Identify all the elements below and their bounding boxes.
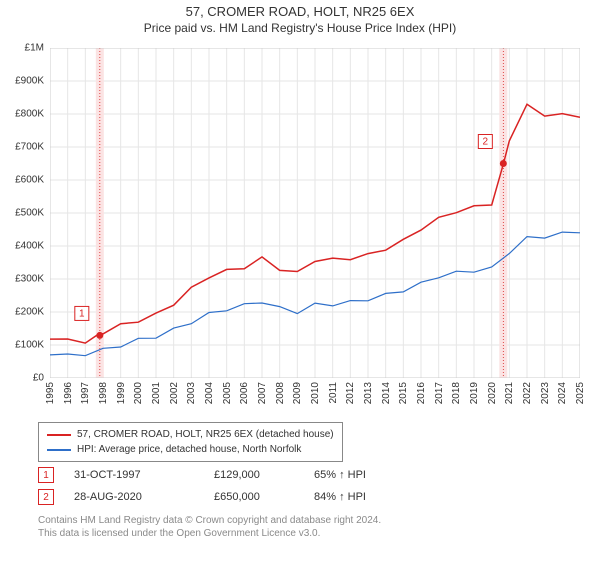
sale-date: 31-OCT-1997 [74,469,194,481]
x-tick-label: 2012 [345,382,356,404]
x-tick-label: 2000 [133,382,144,404]
legend-swatch-2 [47,449,71,451]
footer-line-1: Contains HM Land Registry data © Crown c… [38,514,381,527]
chart-title: 57, CROMER ROAD, HOLT, NR25 6EX [0,4,600,19]
x-tick-label: 2022 [522,382,533,404]
legend-label-1: 57, CROMER ROAD, HOLT, NR25 6EX (detache… [77,427,334,442]
x-tick-label: 2003 [186,382,197,404]
sale-pct: 84% ↑ HPI [314,491,404,503]
y-tick-label: £600K [15,175,44,186]
x-tick-label: 1998 [98,382,109,404]
x-tick-label: 2021 [504,382,515,404]
sale-marker-box: 1 [38,467,54,483]
svg-text:1: 1 [79,308,85,319]
y-tick-label: £100K [15,340,44,351]
sale-marker-box: 2 [38,489,54,505]
legend-label-2: HPI: Average price, detached house, Nort… [77,442,301,457]
x-tick-label: 2020 [487,382,498,404]
y-tick-label: £500K [15,208,44,219]
y-tick-label: £1M [25,43,44,54]
y-tick-label: £400K [15,241,44,252]
sale-row: 2 28-AUG-2020 £650,000 84% ↑ HPI [38,486,404,508]
chart-svg: 12 [50,48,580,378]
y-tick-label: £700K [15,142,44,153]
chart-subtitle: Price paid vs. HM Land Registry's House … [0,21,600,35]
legend: 57, CROMER ROAD, HOLT, NR25 6EX (detache… [38,422,343,462]
x-axis-labels: 1995199619971998199920002001200220032004… [50,382,580,418]
sale-row: 1 31-OCT-1997 £129,000 65% ↑ HPI [38,464,404,486]
x-tick-label: 1999 [116,382,127,404]
y-axis-labels: £0£100K£200K£300K£400K£500K£600K£700K£80… [0,48,48,378]
x-tick-label: 2011 [328,382,339,404]
sale-price: £129,000 [214,469,294,481]
footer-line-2: This data is licensed under the Open Gov… [38,527,381,540]
x-tick-label: 1996 [63,382,74,404]
sale-price: £650,000 [214,491,294,503]
y-tick-label: £800K [15,109,44,120]
sales-table: 1 31-OCT-1997 £129,000 65% ↑ HPI 2 28-AUG-202… [38,464,404,508]
x-tick-label: 2016 [416,382,427,404]
x-tick-label: 2024 [557,382,568,404]
y-tick-label: £200K [15,307,44,318]
x-tick-label: 2001 [151,382,162,404]
legend-swatch-1 [47,434,71,436]
x-tick-label: 2019 [469,382,480,404]
x-tick-label: 2006 [239,382,250,404]
x-tick-label: 2005 [222,382,233,404]
y-tick-label: £0 [33,373,44,384]
svg-text:2: 2 [483,137,489,148]
y-tick-label: £900K [15,76,44,87]
x-tick-label: 2004 [204,382,215,404]
y-tick-label: £300K [15,274,44,285]
x-tick-label: 2025 [575,382,586,404]
x-tick-label: 1995 [45,382,56,404]
x-tick-label: 2007 [257,382,268,404]
footer: Contains HM Land Registry data © Crown c… [38,514,381,540]
sale-date: 28-AUG-2020 [74,491,194,503]
x-tick-label: 2008 [275,382,286,404]
x-tick-label: 2013 [363,382,374,404]
x-tick-label: 2014 [381,382,392,404]
x-tick-label: 2023 [540,382,551,404]
x-tick-label: 2017 [434,382,445,404]
x-tick-label: 2010 [310,382,321,404]
x-tick-label: 2018 [451,382,462,404]
sale-pct: 65% ↑ HPI [314,469,404,481]
x-tick-label: 2009 [292,382,303,404]
chart-plot-area: 12 [50,48,580,378]
x-tick-label: 2015 [398,382,409,404]
x-tick-label: 1997 [80,382,91,404]
x-tick-label: 2002 [169,382,180,404]
